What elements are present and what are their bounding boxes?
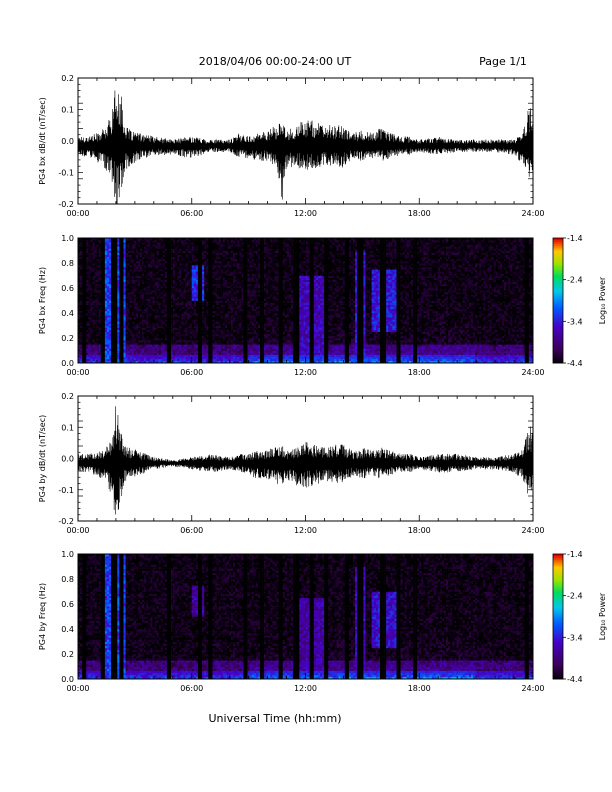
y-tick-label: 1.0 <box>61 550 74 559</box>
x-tick-label: 00:00 <box>66 684 89 693</box>
x-tick-label: 06:00 <box>180 368 203 377</box>
x-tick-label: 06:00 <box>180 209 203 218</box>
x-tick-label: 24:00 <box>521 368 544 377</box>
page-number: Page 1/1 <box>479 55 527 68</box>
colorbar-label: Log₁₀ Power <box>598 592 607 640</box>
by-spectrogram-panel: 00:00 06:00 12:00 18:00 24:00 1.0 0.8 0.6 0.4 0.2… <box>38 550 607 693</box>
x-tick-label: 12:00 <box>294 684 317 693</box>
colorbar-tick-label: -4.4 <box>567 675 583 684</box>
y-tick-label: 0.0 <box>61 455 74 464</box>
colorbar-tick-label: -3.4 <box>567 633 583 642</box>
y-tick-label: 0.2 <box>61 74 74 83</box>
colorbar: -1.4 -2.4 -3.4 -4.4 Log₁₀ Power <box>553 550 607 684</box>
y-tick-label: 0.2 <box>61 650 74 659</box>
colorbar: -1.4 -2.4 -3.4 -4.4 Log₁₀ Power <box>553 234 607 368</box>
x-tick-label: 00:00 <box>66 526 89 535</box>
x-tick-label: 12:00 <box>294 368 317 377</box>
x-tick-label: 18:00 <box>408 209 431 218</box>
colorbar-tick-label: -1.4 <box>567 550 583 559</box>
y-tick-label: 0.8 <box>61 259 74 268</box>
y-axis-label: PG4 by dB/dt (nT/sec) <box>38 415 47 502</box>
waveform-series-line <box>78 406 533 514</box>
by-waveform-panel: 00:00 06:00 12:00 18:00 24:00 0.2 0.1 0.0 -0.1 -0… <box>38 392 545 535</box>
x-axis-label: Universal Time (hh:mm) <box>209 712 342 725</box>
colorbar-tick-label: -4.4 <box>567 359 583 368</box>
spectrogram-cells <box>78 554 533 679</box>
y-tick-label: 0.6 <box>61 284 74 293</box>
x-tick-label: 12:00 <box>294 526 317 535</box>
y-tick-label: -0.2 <box>58 517 74 526</box>
y-tick-label: 0.1 <box>61 106 74 115</box>
y-tick-label: 0.4 <box>61 625 74 634</box>
y-tick-label: 0.8 <box>61 575 74 584</box>
y-tick-label: -0.1 <box>58 486 74 495</box>
x-tick-label: 18:00 <box>408 526 431 535</box>
x-tick-label: 00:00 <box>66 209 89 218</box>
colorbar-tick-label: -3.4 <box>567 317 583 326</box>
y-tick-label: 0.2 <box>61 334 74 343</box>
y-tick-label: 0.2 <box>61 392 74 401</box>
bx-waveform-panel: 00:00 06:00 12:00 18:00 24:00 0.2 0.1 0.0 -0.1 -0… <box>38 74 545 218</box>
colorbar-tick-label: -2.4 <box>567 592 583 601</box>
colorbar-tick-label: -2.4 <box>567 276 583 285</box>
y-axis-label: PG4 bx dB/dt (nT/sec) <box>38 97 47 184</box>
y-tick-label: 0.6 <box>61 600 74 609</box>
colorbar-label: Log₁₀ Power <box>598 276 607 324</box>
y-tick-label: 0.0 <box>61 137 74 146</box>
waveform-series-line <box>78 90 533 204</box>
y-tick-label: 0.0 <box>61 675 74 684</box>
y-tick-label: 0.4 <box>61 309 74 318</box>
x-tick-label: 18:00 <box>408 684 431 693</box>
x-tick-label: 24:00 <box>521 684 544 693</box>
x-tick-label: 06:00 <box>180 526 203 535</box>
y-tick-label: -0.1 <box>58 169 74 178</box>
x-tick-label: 24:00 <box>521 526 544 535</box>
x-tick-label: 00:00 <box>66 368 89 377</box>
y-axis-label: PG4 by Freq (Hz) <box>38 583 47 650</box>
y-tick-label: 0.0 <box>61 359 74 368</box>
spectrogram-cells <box>78 238 533 363</box>
x-tick-label: 12:00 <box>294 209 317 218</box>
y-tick-label: 0.1 <box>61 423 74 432</box>
y-axis-label: PG4 bx Freq (Hz) <box>38 267 47 334</box>
x-tick-label: 18:00 <box>408 368 431 377</box>
x-tick-label: 24:00 <box>521 209 544 218</box>
bx-spectrogram-panel: 00:00 06:00 12:00 18:00 24:00 1.0 0.8 0.6 0.4 0.2… <box>38 234 607 377</box>
date-range-title: 2018/04/06 00:00-24:00 UT <box>199 55 352 68</box>
x-tick-label: 06:00 <box>180 684 203 693</box>
y-tick-label: -0.2 <box>58 200 74 209</box>
y-tick-label: 1.0 <box>61 234 74 243</box>
colorbar-tick-label: -1.4 <box>567 234 583 243</box>
